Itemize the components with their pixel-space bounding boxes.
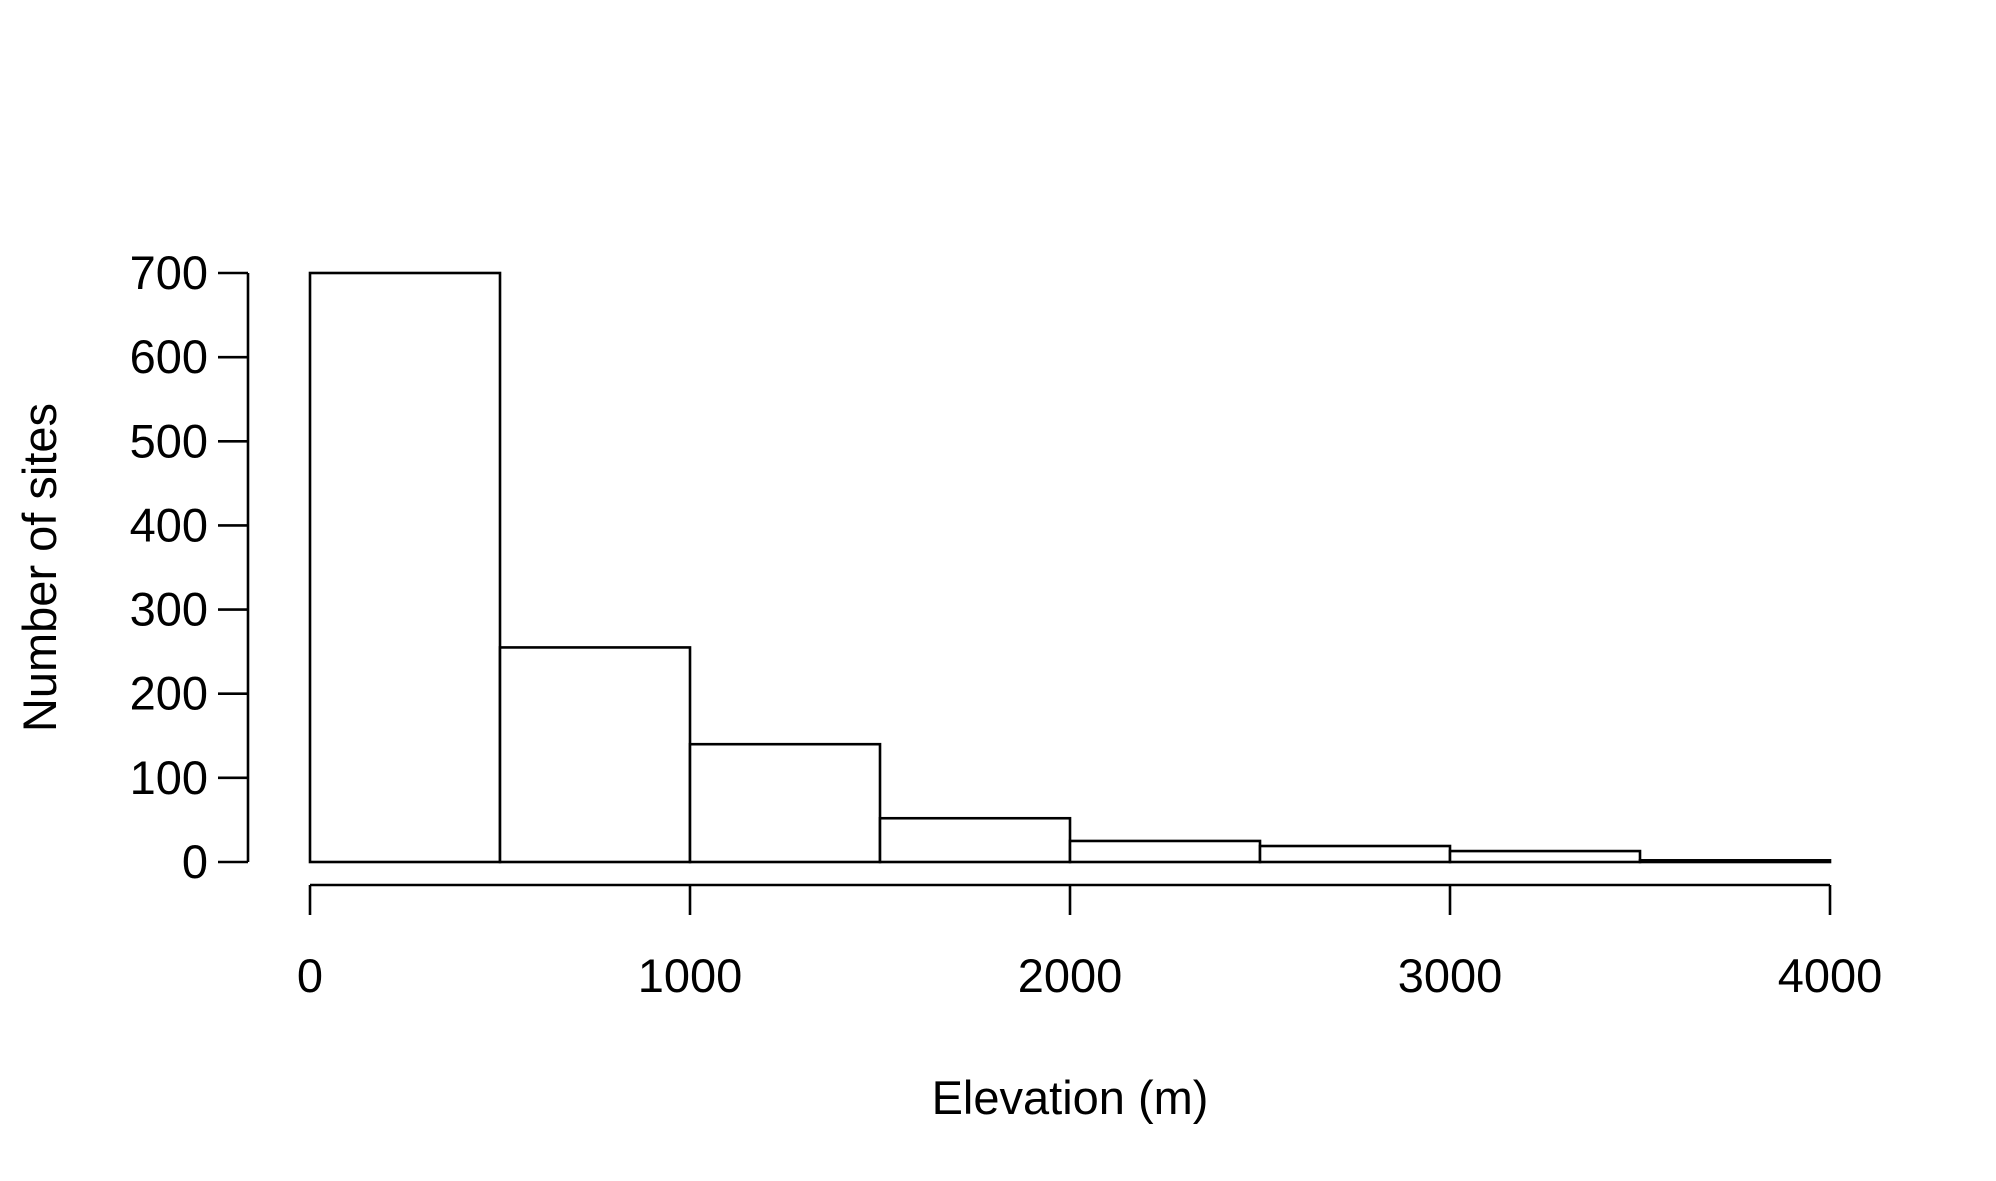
y-tick-label: 300 xyxy=(130,583,208,636)
y-tick-label: 700 xyxy=(130,246,208,299)
x-axis-label: Elevation (m) xyxy=(932,1071,1209,1124)
histogram-bar xyxy=(308,271,502,864)
y-tick-label: 200 xyxy=(130,667,208,720)
x-tick-label: 4000 xyxy=(1778,949,1883,1002)
bars-group xyxy=(308,271,1832,864)
y-tick-label: 500 xyxy=(130,414,208,467)
y-tick-label: 100 xyxy=(130,751,208,804)
x-tick-label: 0 xyxy=(297,949,323,1002)
histogram-bar xyxy=(1448,849,1642,864)
x-tick-label: 2000 xyxy=(1018,949,1123,1002)
histogram-bar xyxy=(498,646,692,864)
x-tick-label: 1000 xyxy=(638,949,743,1002)
histogram-bar xyxy=(878,816,1072,864)
x-axis: 0 1000 2000 3000 4000 xyxy=(297,883,1883,1002)
y-tick-label: 400 xyxy=(130,498,208,551)
y-tick-label: 600 xyxy=(130,330,208,383)
histogram-bar xyxy=(1638,859,1832,864)
y-tick-label: 0 xyxy=(182,835,208,888)
y-axis: 0 100 200 300 400 500 600 700 xyxy=(130,246,250,888)
histogram-bar xyxy=(1068,839,1262,864)
histogram-bar xyxy=(688,742,882,864)
x-tick-label: 3000 xyxy=(1398,949,1503,1002)
histogram-bar xyxy=(1258,844,1452,864)
y-axis-label: Number of sites xyxy=(13,403,66,732)
